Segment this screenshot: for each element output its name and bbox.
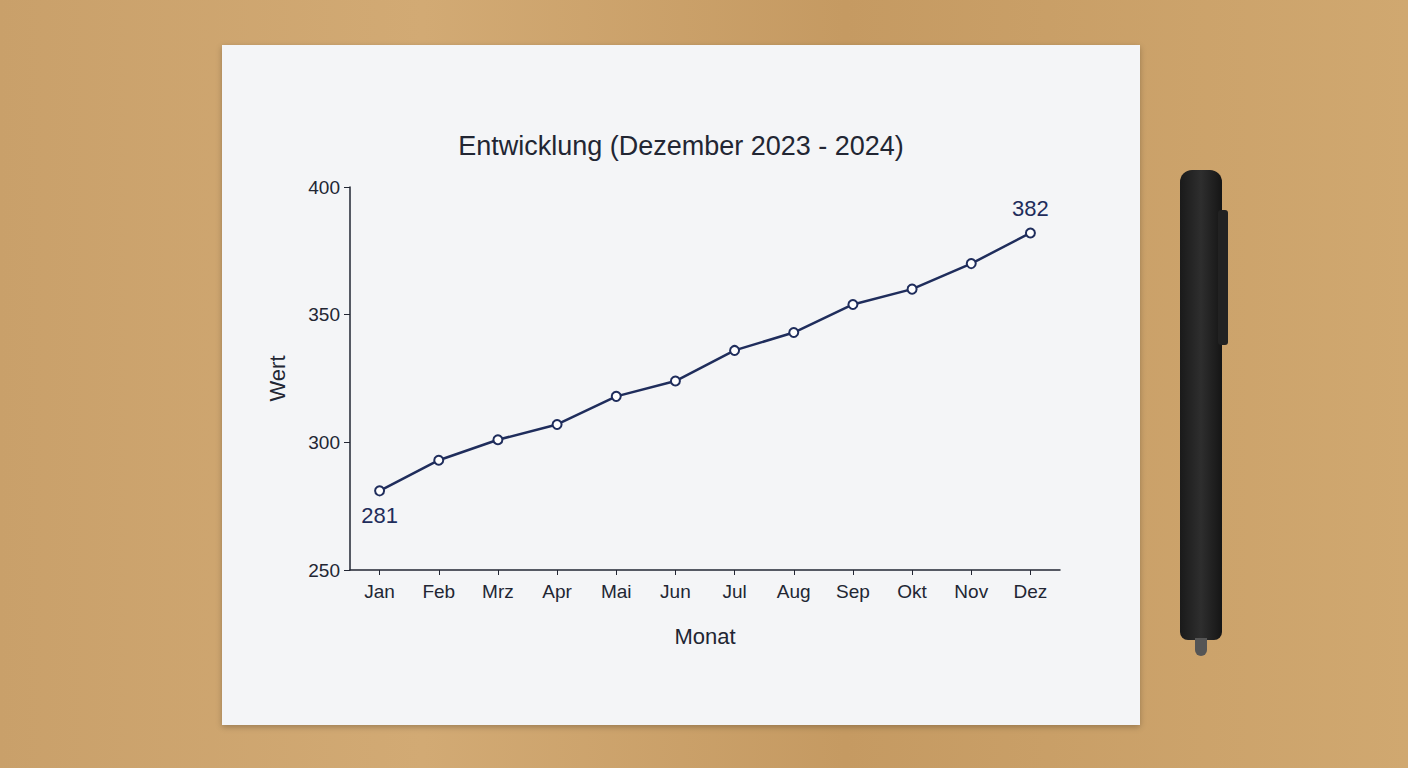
svg-text:Entwicklung (Dezember 2023 - 2: Entwicklung (Dezember 2023 - 2024) xyxy=(458,131,904,161)
svg-text:382: 382 xyxy=(1012,196,1049,221)
svg-text:250: 250 xyxy=(308,560,340,581)
svg-text:281: 281 xyxy=(361,503,398,528)
svg-text:Dez: Dez xyxy=(1014,581,1048,602)
svg-text:Feb: Feb xyxy=(422,581,455,602)
svg-text:Wert: Wert xyxy=(265,355,290,401)
svg-text:Nov: Nov xyxy=(954,581,988,602)
svg-text:400: 400 xyxy=(308,177,340,198)
svg-text:Jul: Jul xyxy=(722,581,746,602)
svg-text:350: 350 xyxy=(308,304,340,325)
svg-text:Mai: Mai xyxy=(601,581,632,602)
svg-text:Okt: Okt xyxy=(897,581,927,602)
svg-text:Mrz: Mrz xyxy=(482,581,514,602)
svg-text:Apr: Apr xyxy=(542,581,572,602)
svg-text:Monat: Monat xyxy=(674,624,735,649)
svg-text:Jun: Jun xyxy=(660,581,691,602)
svg-text:Aug: Aug xyxy=(777,581,811,602)
svg-text:300: 300 xyxy=(308,432,340,453)
svg-text:Sep: Sep xyxy=(836,581,870,602)
svg-text:Jan: Jan xyxy=(364,581,395,602)
